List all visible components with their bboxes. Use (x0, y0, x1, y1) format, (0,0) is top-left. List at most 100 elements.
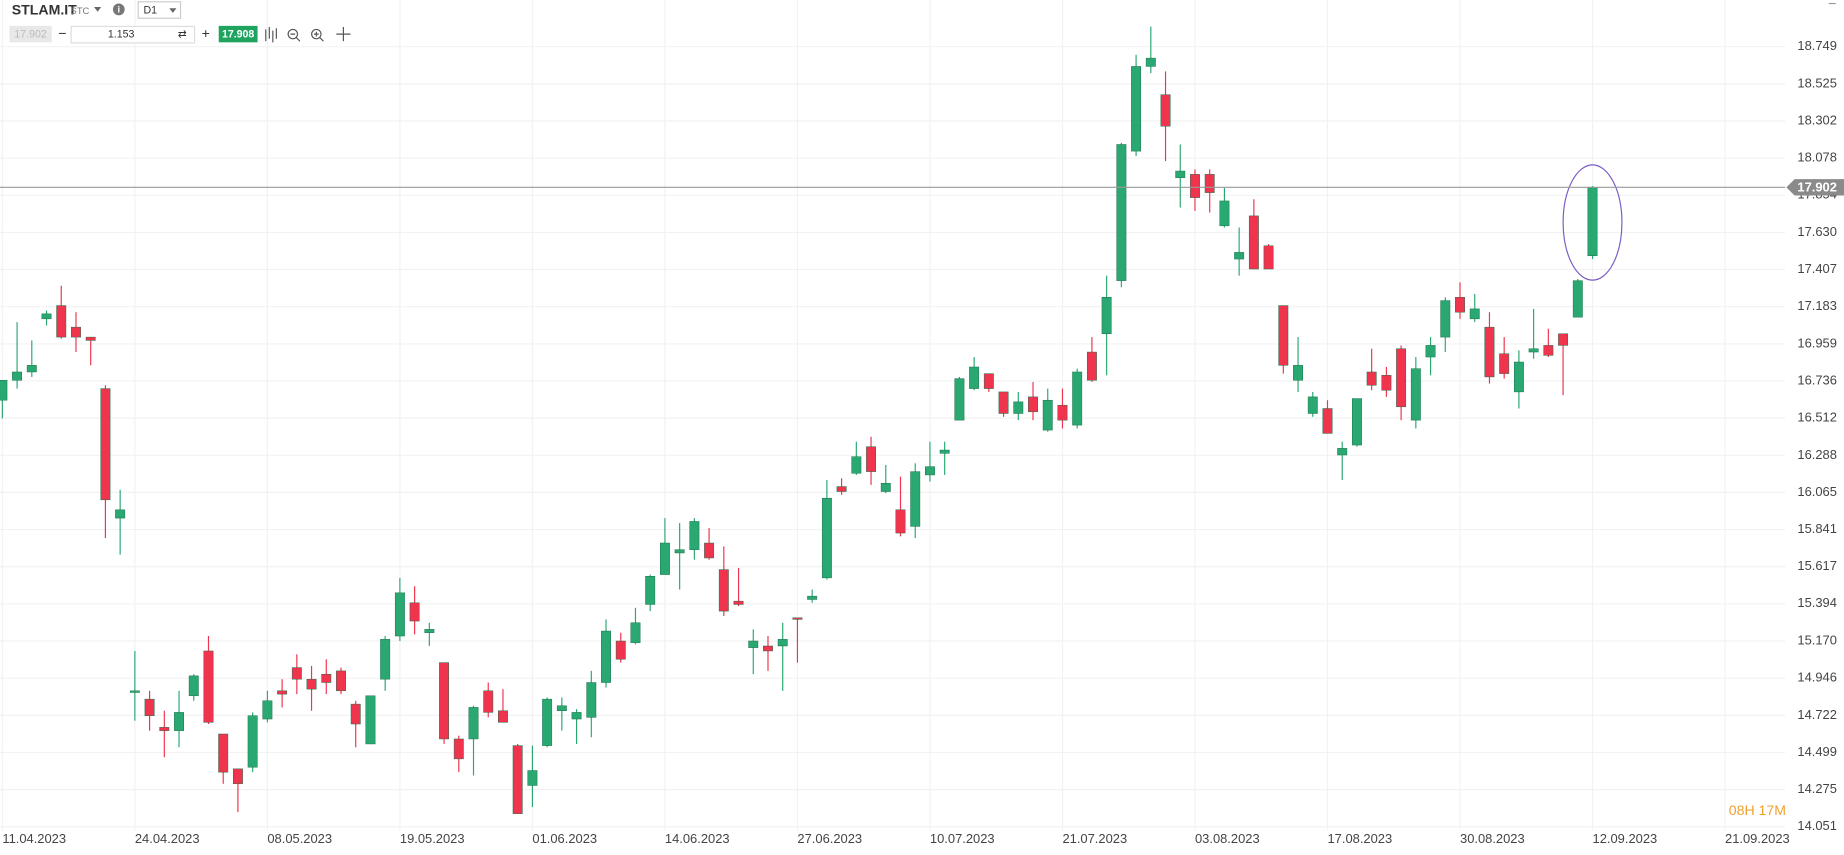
candle-body (1440, 300, 1451, 338)
candle-body (866, 446, 876, 472)
candle-body (129, 690, 140, 693)
candle-body (1248, 215, 1259, 270)
candle-countdown: 08H 17M (1729, 802, 1786, 818)
candle-body (365, 695, 376, 745)
candle-body (71, 326, 81, 338)
candle-body (1278, 305, 1289, 366)
candle-body (601, 630, 611, 683)
candle-body (85, 336, 96, 341)
y-tick-label: 14.051 (1797, 818, 1837, 833)
y-tick-label: 14.722 (1797, 707, 1837, 722)
symbol[interactable]: STLAM.IT (12, 1, 77, 17)
info-glyph: i (117, 3, 120, 14)
highlight-ellipse (1562, 164, 1623, 281)
plus-button[interactable]: + (202, 25, 210, 41)
x-tick-label: 03.08.2023 (1195, 831, 1260, 846)
candle-body (115, 509, 126, 519)
zoom-in-icon[interactable] (311, 28, 322, 40)
candle-body (1293, 365, 1303, 381)
candle-body (910, 471, 921, 527)
candle-body (41, 313, 52, 320)
candle-body (895, 509, 906, 534)
candle-body (218, 733, 229, 773)
x-tick-label: 21.09.2023 (1725, 831, 1790, 846)
candle-body (144, 698, 155, 716)
symbol-type: STC (71, 5, 90, 16)
candle-body (262, 700, 273, 720)
candle-body (1366, 371, 1377, 386)
candle-body (763, 645, 773, 652)
zoom-out-icon[interactable] (287, 28, 299, 40)
candle-body (571, 712, 582, 720)
candle-body (1013, 401, 1024, 414)
candle-body (807, 595, 818, 600)
timeframe-arrow (169, 8, 177, 13)
x-tick-label: 19.05.2023 (400, 831, 465, 846)
candle-body (998, 391, 1009, 414)
zoom-in-glyph (313, 31, 324, 42)
chart-type-icon[interactable] (265, 27, 277, 43)
y-tick-label: 18.749 (1797, 38, 1837, 53)
candle-body (969, 366, 980, 389)
candle-body (1160, 94, 1171, 127)
candle-body (1410, 368, 1421, 421)
crosshair-icon[interactable] (336, 27, 351, 42)
candle-body (174, 712, 184, 731)
candle-body (424, 629, 435, 633)
candle-body (704, 542, 715, 559)
candle-body (1145, 57, 1156, 67)
candle-body (954, 378, 965, 421)
timeframe-select[interactable] (137, 1, 182, 19)
candle-body (1190, 174, 1200, 198)
candle-body (12, 371, 23, 381)
toolbar: STLAM.IT STC i D1 17.902 − 1.153 ⇄ + 17.… (9, 1, 1836, 44)
candle-body (836, 486, 847, 492)
buy-button[interactable] (218, 25, 258, 43)
candle-body (26, 365, 37, 373)
candle-body (748, 640, 759, 648)
candle-body (586, 682, 597, 718)
candle-body (1322, 408, 1333, 434)
candle-body (659, 542, 670, 575)
x-tick-label: 27.06.2023 (797, 831, 862, 846)
x-tick-label: 12.09.2023 (1593, 831, 1658, 846)
candle-body (1572, 280, 1583, 318)
y-tick-label: 16.065 (1797, 484, 1837, 499)
sell-button[interactable] (9, 25, 52, 43)
candle-body (777, 639, 788, 647)
candle-body (983, 373, 994, 389)
x-tick-label: 30.08.2023 (1460, 831, 1525, 846)
symbol-dropdown[interactable] (94, 7, 102, 12)
candle-body (306, 678, 317, 690)
candle-body (1042, 399, 1053, 431)
candle-body (100, 388, 111, 501)
price-label-box (1786, 179, 1844, 196)
candle-body (188, 675, 199, 697)
candle-body (0, 380, 8, 401)
x-tick-label: 10.07.2023 (930, 831, 995, 846)
candle-body (1499, 353, 1510, 374)
volume-input[interactable] (70, 25, 196, 44)
candle-body (1543, 345, 1554, 356)
x-tick-label: 21.07.2023 (1062, 831, 1127, 846)
candle-body (1484, 326, 1495, 378)
minus-button[interactable]: − (58, 25, 66, 41)
candle-body (674, 549, 685, 554)
info-icon[interactable] (112, 3, 125, 16)
zoom-out-glyph (290, 33, 301, 42)
x-tick-label: 24.04.2023 (135, 831, 200, 846)
candle-body (1352, 398, 1362, 446)
y-tick-label: 17.407 (1797, 261, 1837, 276)
candle-body (277, 690, 288, 695)
y-tick-label: 16.959 (1797, 335, 1837, 350)
y-tick-label: 18.302 (1797, 112, 1837, 127)
candle-body (350, 703, 361, 725)
candle-body (1425, 345, 1436, 358)
candles: 17.902 (0, 26, 1844, 814)
candle-body (1101, 297, 1112, 335)
y-tick-label: 17.183 (1797, 298, 1837, 313)
candle-body (512, 745, 523, 814)
swap-icon[interactable]: ⇄ (178, 28, 187, 40)
